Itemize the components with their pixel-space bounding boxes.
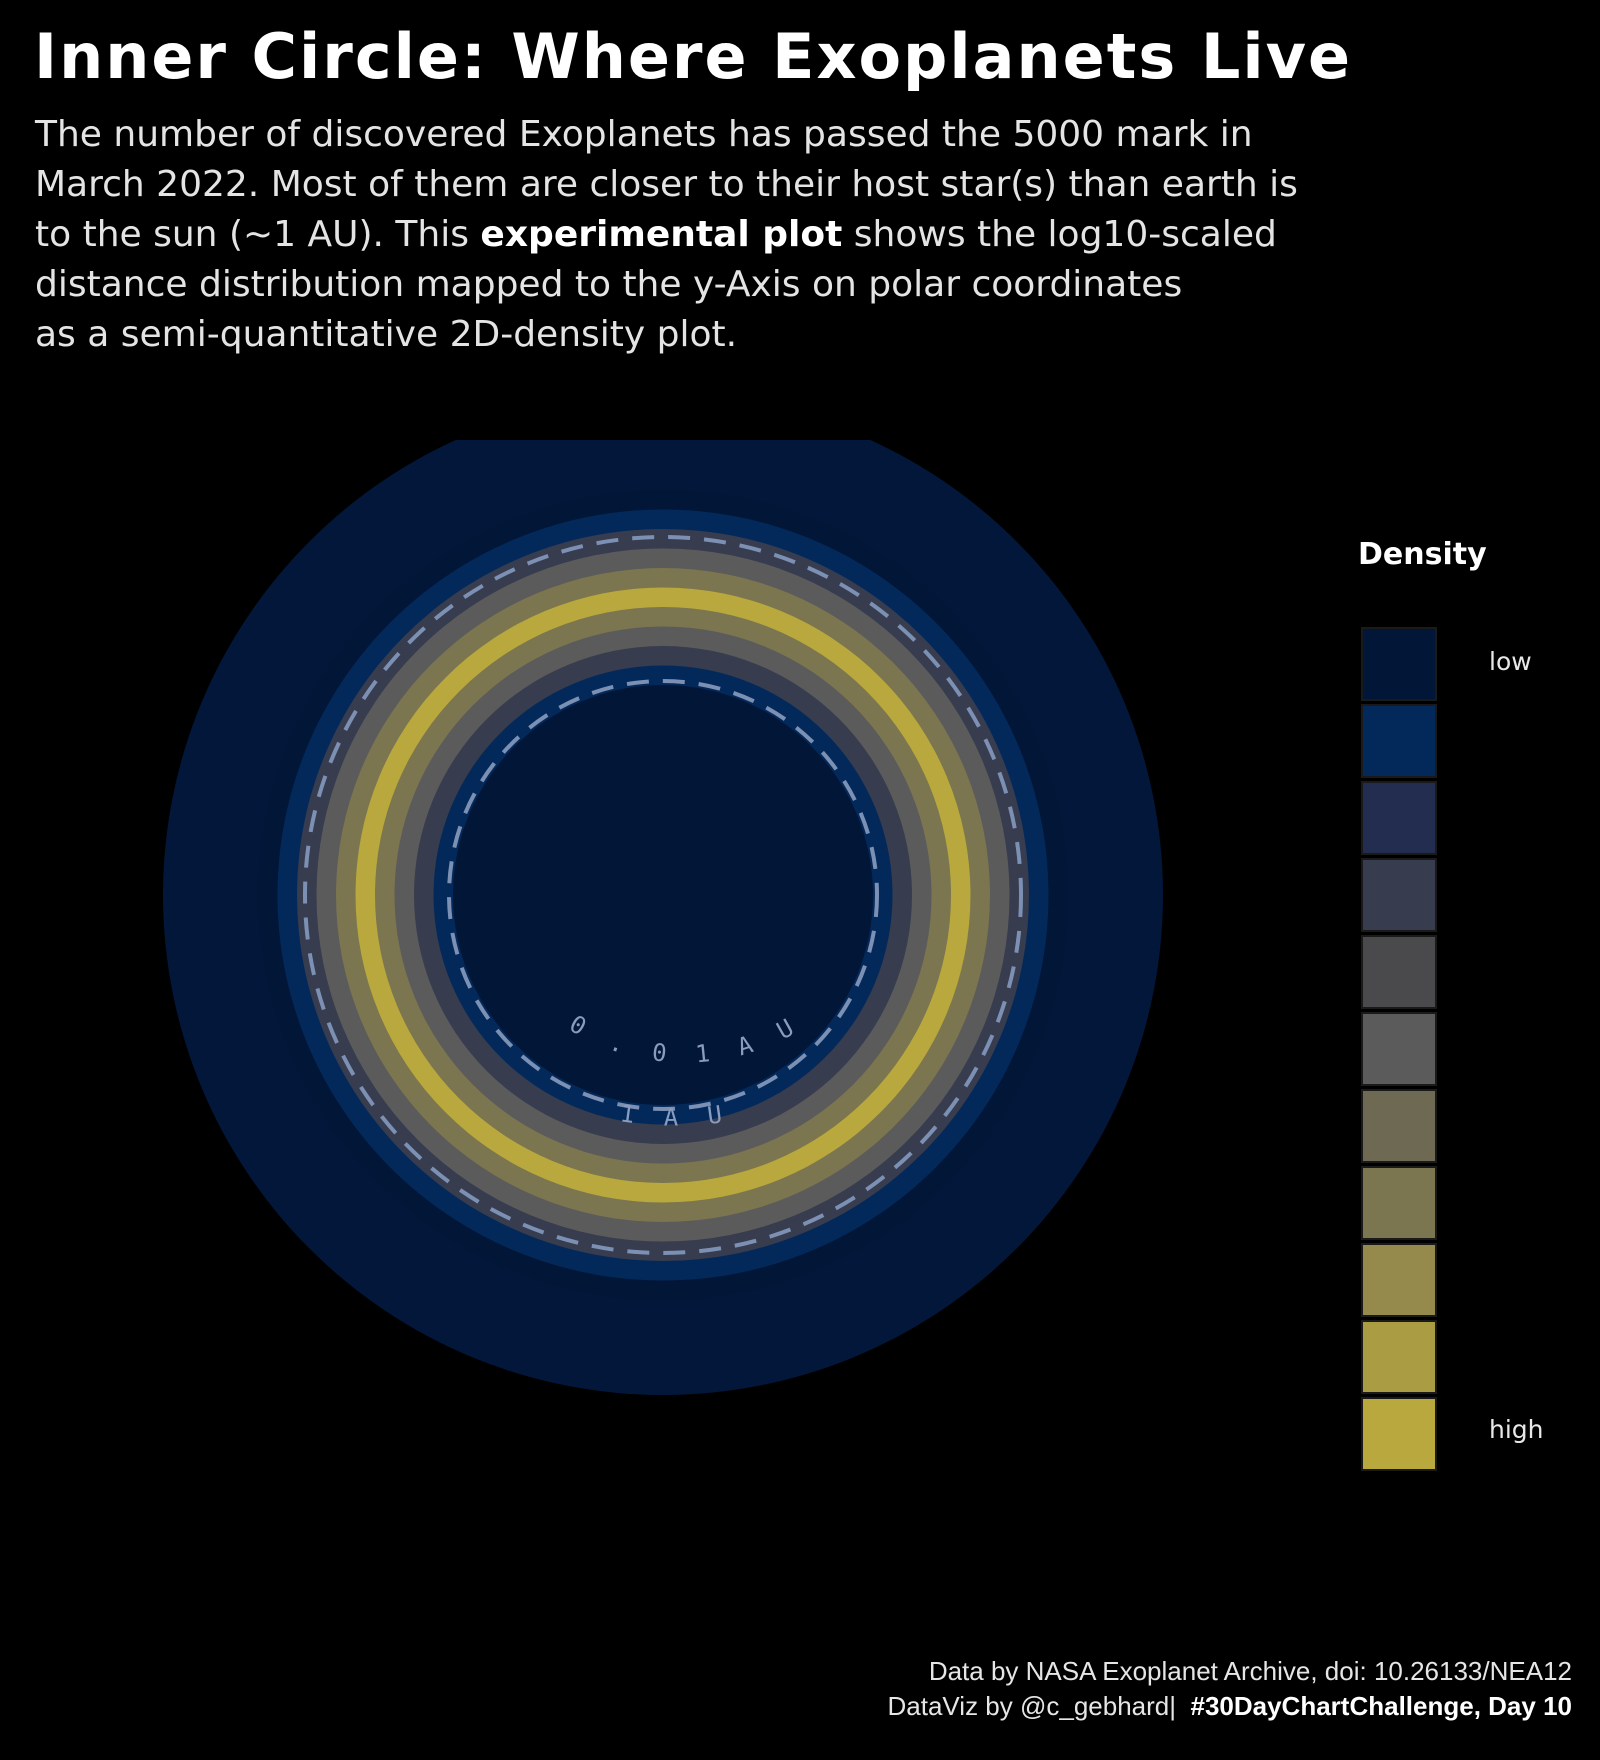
inner-core (457, 689, 869, 1101)
density-legend: Density low high (1358, 537, 1544, 1471)
legend-key (1361, 1012, 1437, 1086)
guide-circle-0-01-au (447, 679, 879, 1111)
guide-circles (303, 535, 1023, 1255)
legend-key (1361, 935, 1437, 1009)
legend-key (1361, 858, 1437, 932)
legend-keys (1361, 627, 1437, 1471)
legend-key (1361, 1166, 1437, 1240)
guide-circle-1-au (303, 535, 1023, 1255)
polar-density-chart: 0 . 0 1 A U 1 A U Density low high (163, 440, 1544, 1471)
legend-key (1361, 1320, 1437, 1394)
dataviz-credit: DataViz by @c_gebhard| (887, 1691, 1177, 1721)
legend-key (1361, 1397, 1437, 1471)
subtitle-line-4: distance distribution mapped to the y-Ax… (35, 264, 1183, 305)
subtitle-line-3b: shows the log10-scaled (842, 214, 1277, 255)
chart-footer: Data by NASA Exoplanet Archive, doi: 10.… (888, 1654, 1572, 1724)
subtitle-emphasis: experimental plot (480, 214, 843, 255)
subtitle-line-2: March 2022. Most of them are closer to t… (35, 164, 1298, 205)
subtitle-line-5: as a semi-quantitative 2D-density plot. (35, 314, 738, 355)
credit-line: DataViz by @c_gebhard| #30DayChartChalle… (888, 1689, 1572, 1724)
legend-high-label: high (1489, 1415, 1544, 1444)
chart-title: Inner Circle: Where Exoplanets Live (34, 20, 1353, 93)
label-1-au-path: 1 A U (618, 1099, 723, 1131)
legend-key (1361, 781, 1437, 855)
subtitle-line-3a: to the sun (~1 AU). This (35, 214, 481, 255)
label-1-au: 1 A U (618, 1099, 731, 1131)
chart-subtitle: The number of discovered Exoplanets has … (35, 110, 1515, 360)
legend-key (1361, 1243, 1437, 1317)
subtitle-line-1: The number of discovered Exoplanets has … (35, 114, 1253, 155)
legend-key (1361, 627, 1437, 701)
legend-key (1361, 1089, 1437, 1163)
legend-title: Density (1358, 537, 1487, 572)
legend-low-label: low (1489, 647, 1532, 676)
density-rings (163, 440, 1163, 1395)
data-source: Data by NASA Exoplanet Archive, doi: 10.… (928, 1656, 1572, 1686)
challenge-tag: #30DayChartChallenge, Day 10 (1190, 1691, 1572, 1721)
legend-key (1361, 704, 1437, 778)
